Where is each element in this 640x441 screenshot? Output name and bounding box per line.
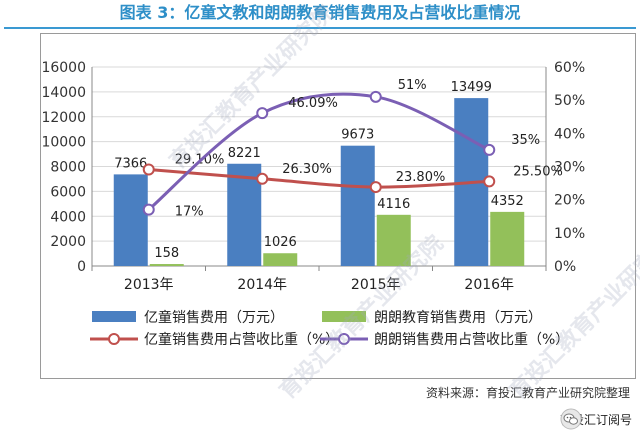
bar [227,163,262,266]
bar [340,145,375,266]
bar-label: 4116 [377,197,410,212]
bar [263,253,298,266]
legend-marker [108,333,120,345]
source-note: 资料来源：育投汇教育产业研究院整理 [425,386,630,400]
y-right-tick: 60% [554,60,585,76]
y-left-tick: 6000 [50,184,86,200]
x-tick-label: 2014年 [237,277,287,293]
line-point [483,175,496,188]
wechat-icon [560,408,582,430]
bar-label: 13499 [451,80,492,95]
wechat-account[interactable]: 育投汇订阅号 [560,408,632,430]
y-right-tick: 20% [554,193,585,209]
y-right-tick: 40% [554,126,585,142]
y-left-tick: 4000 [50,209,86,225]
y-left-tick: 2000 [50,234,86,250]
line-point [369,90,382,103]
series-line [148,167,490,189]
y-right-tick: 10% [554,226,585,242]
line-point [483,143,496,156]
line-label: 17% [175,205,204,220]
x-tick-label: 2016年 [464,277,514,293]
line-label: 51% [398,78,427,93]
y-right-tick: 0% [554,259,576,275]
bar [113,174,148,266]
y-left-tick: 16000 [41,60,86,76]
legend-marker [338,333,350,345]
bar-label: 8221 [228,146,261,161]
line-point [256,107,269,120]
legend-swatch [92,311,136,322]
legend-label: 朗朗销售费用占营收比重（%） [374,332,569,348]
y-left-tick: 12000 [41,110,86,126]
chart-frame [40,33,636,379]
line-point [142,203,155,216]
line-label: 23.80% [396,170,446,185]
y-left-tick: 14000 [41,85,86,101]
y-right-tick: 50% [554,93,585,109]
y-left-tick: 0 [77,259,86,275]
series-line [147,92,490,211]
bar-label: 158 [154,246,179,261]
y-left-tick: 8000 [50,160,86,176]
title-divider [4,27,636,29]
x-tick-label: 2013年 [124,277,174,293]
line-label: 46.09% [288,96,338,111]
legend-swatch [322,311,366,322]
legend-label: 亿童销售费用占营收比重（%） [144,331,339,348]
line-label: 35% [511,133,540,148]
bar [149,264,184,266]
y-right-tick: 30% [554,160,585,176]
line-label: 26.30% [282,162,332,177]
line-label: 25.50% [513,164,563,179]
chart-title: 图表 3：亿童文教和朗朗教育销售费用及占营收比重情况 [119,3,521,22]
legend-label: 亿童销售费用（万元） [144,309,284,326]
line-point [142,163,155,176]
bar-label: 9673 [341,128,374,143]
bar [376,214,411,266]
bar-label: 1026 [264,235,297,250]
bar-label: 7366 [114,156,147,171]
bar-label: 4352 [491,194,524,209]
line-point [256,172,269,185]
y-left-tick: 10000 [41,135,86,151]
legend-label: 朗朗教育销售费用（万元） [374,310,542,326]
line-point [369,181,382,194]
bar [490,211,525,266]
x-tick-label: 2015年 [351,277,401,293]
